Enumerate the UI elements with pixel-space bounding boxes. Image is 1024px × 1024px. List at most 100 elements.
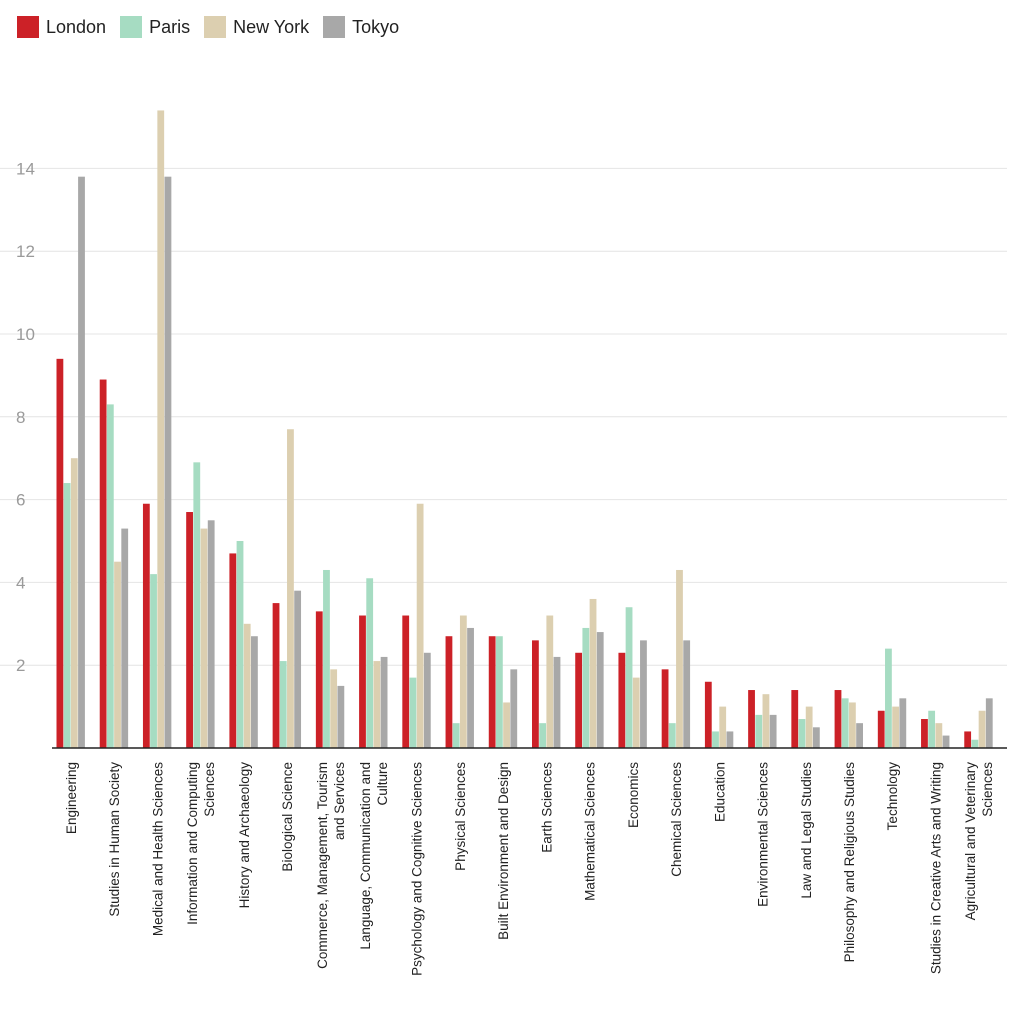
bar-london[interactable] <box>229 553 237 748</box>
bar-tokyo[interactable] <box>121 528 129 748</box>
bar-new-york[interactable] <box>848 702 856 748</box>
bar-tokyo[interactable] <box>510 669 518 748</box>
legend-item-new-york[interactable]: New York <box>204 16 309 38</box>
bar-new-york[interactable] <box>719 706 727 748</box>
bar-paris[interactable] <box>798 719 806 748</box>
bar-new-york[interactable] <box>978 710 986 748</box>
bar-london[interactable] <box>315 611 323 748</box>
bar-tokyo[interactable] <box>78 176 85 748</box>
x-category-label-line: Philosophy and Religious Studies <box>842 762 857 963</box>
bar-london[interactable] <box>56 358 64 748</box>
bar-new-york[interactable] <box>330 669 338 748</box>
bar-paris[interactable] <box>366 578 374 748</box>
bar-new-york[interactable] <box>157 110 165 748</box>
bar-tokyo[interactable] <box>942 735 950 748</box>
bar-tokyo[interactable] <box>164 176 172 748</box>
bar-tokyo[interactable] <box>467 627 474 748</box>
bar-paris[interactable] <box>193 462 201 748</box>
bar-paris[interactable] <box>452 723 460 748</box>
bar-london[interactable] <box>186 512 193 748</box>
bar-new-york[interactable] <box>70 458 78 748</box>
bar-paris[interactable] <box>582 627 590 748</box>
bar-tokyo[interactable] <box>207 520 215 748</box>
x-category-label-line: Medical and Health Sciences <box>150 762 165 936</box>
x-category-label: Commerce, Management, Tourism and Service… <box>315 762 347 969</box>
legend-item-paris[interactable]: Paris <box>120 16 190 38</box>
bar-london[interactable] <box>877 710 885 748</box>
bar-new-york[interactable] <box>114 561 121 748</box>
bar-paris[interactable] <box>885 648 892 748</box>
bar-new-york[interactable] <box>546 615 554 748</box>
bar-london[interactable] <box>618 652 626 748</box>
bar-london[interactable] <box>359 615 366 748</box>
bar-paris[interactable] <box>712 731 719 748</box>
bar-paris[interactable] <box>971 739 979 748</box>
bar-paris[interactable] <box>495 636 503 748</box>
bar-tokyo[interactable] <box>640 640 647 748</box>
bar-london[interactable] <box>142 503 150 748</box>
bar-tokyo[interactable] <box>985 698 993 748</box>
bar-paris[interactable] <box>236 541 244 748</box>
bar-london[interactable] <box>834 690 842 748</box>
bar-london[interactable] <box>748 690 755 748</box>
bar-paris[interactable] <box>625 607 633 748</box>
bar-london[interactable] <box>661 669 669 748</box>
bar-new-york[interactable] <box>935 723 943 748</box>
bar-new-york[interactable] <box>762 694 770 748</box>
bar-london[interactable] <box>575 652 583 748</box>
bar-new-york[interactable] <box>373 661 381 748</box>
bar-tokyo[interactable] <box>856 723 863 748</box>
bar-tokyo[interactable] <box>553 656 561 748</box>
bar-new-york[interactable] <box>243 623 251 748</box>
bar-tokyo[interactable] <box>726 731 734 748</box>
x-category-label-line: Studies in Creative Arts and Writing <box>928 762 943 974</box>
bar-london[interactable] <box>532 640 539 748</box>
x-category-label-line: Studies in Human Society <box>107 762 122 917</box>
bar-new-york[interactable] <box>287 429 294 748</box>
bar-london[interactable] <box>402 615 410 748</box>
legend-item-london[interactable]: London <box>17 16 106 38</box>
bar-tokyo[interactable] <box>769 714 777 748</box>
bar-paris[interactable] <box>150 574 157 748</box>
bar-paris[interactable] <box>63 483 71 748</box>
bar-tokyo[interactable] <box>337 685 345 748</box>
bar-new-york[interactable] <box>632 677 640 748</box>
bar-new-york[interactable] <box>503 702 510 748</box>
bar-tokyo[interactable] <box>812 727 820 748</box>
bar-new-york[interactable] <box>676 569 683 748</box>
bar-new-york[interactable] <box>589 598 597 748</box>
bar-new-york[interactable] <box>892 706 900 748</box>
bar-paris[interactable] <box>409 677 417 748</box>
bar-london[interactable] <box>272 603 280 748</box>
bar-tokyo[interactable] <box>423 652 431 748</box>
bar-london[interactable] <box>921 719 928 748</box>
bar-tokyo[interactable] <box>251 636 258 748</box>
bar-paris[interactable] <box>928 710 936 748</box>
bar-new-york[interactable] <box>416 503 424 748</box>
bar-london[interactable] <box>99 379 107 748</box>
bar-tokyo[interactable] <box>683 640 691 748</box>
bar-london[interactable] <box>488 636 496 748</box>
bar-paris[interactable] <box>323 569 330 748</box>
bar-new-york[interactable] <box>200 528 208 748</box>
bar-new-york[interactable] <box>459 615 467 748</box>
bar-paris[interactable] <box>106 404 114 748</box>
bar-paris[interactable] <box>841 698 849 748</box>
bar-tokyo[interactable] <box>899 698 907 748</box>
bar-new-york[interactable] <box>805 706 813 748</box>
bar-tokyo[interactable] <box>380 656 388 748</box>
bar-paris[interactable] <box>539 723 546 748</box>
bar-tokyo[interactable] <box>294 590 302 748</box>
bar-london[interactable] <box>964 731 972 748</box>
bar-london[interactable] <box>704 681 712 748</box>
x-category-label-line: Sciences <box>980 762 995 817</box>
bar-paris[interactable] <box>279 661 287 748</box>
x-category-label: Earth Sciences <box>539 762 554 853</box>
bar-paris[interactable] <box>755 714 763 748</box>
bar-tokyo[interactable] <box>596 632 604 748</box>
bar-paris[interactable] <box>668 723 676 748</box>
y-tick-label: 12 <box>16 242 35 261</box>
legend-item-tokyo[interactable]: Tokyo <box>323 16 399 38</box>
bar-london[interactable] <box>445 636 453 748</box>
bar-london[interactable] <box>791 690 799 748</box>
